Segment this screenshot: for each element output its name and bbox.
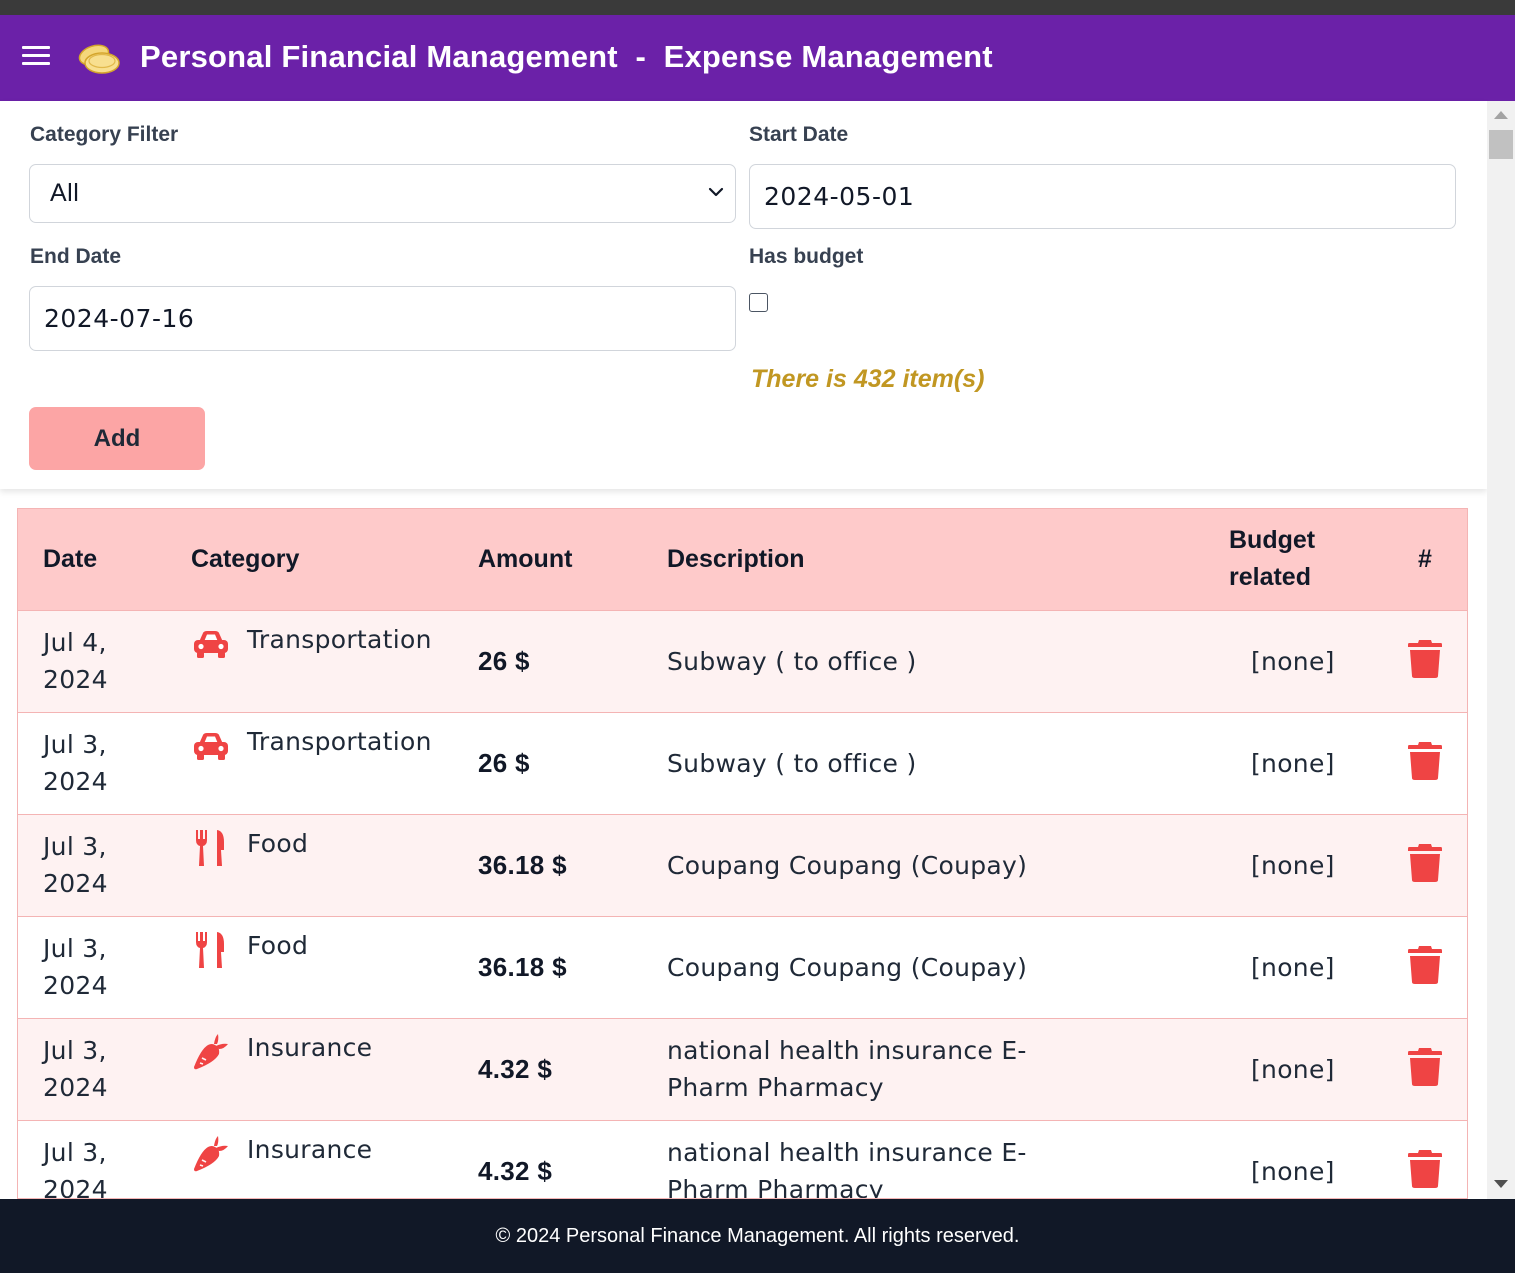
- column-header-date: Date: [43, 544, 98, 573]
- row-amount: 4.32 $: [478, 1053, 553, 1084]
- row-description: national health insurance E-Pharm Pharma…: [667, 1138, 1027, 1199]
- category-filter-select[interactable]: All: [29, 164, 736, 223]
- row-budget-related: [none]: [1251, 646, 1335, 676]
- row-budget-related: [none]: [1251, 952, 1335, 982]
- add-button[interactable]: Add: [29, 407, 205, 470]
- row-amount: 4.32 $: [478, 1155, 553, 1186]
- footer: © 2024 Personal Finance Management. All …: [0, 1199, 1515, 1273]
- has-budget-checkbox[interactable]: [749, 293, 768, 312]
- end-date-label: End Date: [30, 245, 122, 268]
- end-date-input[interactable]: 2024-07-16: [29, 286, 736, 351]
- end-date-value: 2024-07-16: [44, 304, 195, 333]
- start-date-value: 2024-05-01: [764, 182, 915, 211]
- car-icon: [191, 624, 231, 664]
- utensils-icon: [191, 930, 231, 970]
- row-actions: [1383, 1120, 1467, 1198]
- row-budget-related: [none]: [1251, 1156, 1335, 1186]
- row-category-label: Food: [247, 828, 309, 858]
- coins-icon: [78, 44, 120, 74]
- table-row: Jul 3, 2024 Insurance 4.32 $ national healt…: [18, 1018, 1467, 1120]
- trash-icon[interactable]: [1408, 842, 1442, 882]
- start-date-label: Start Date: [749, 123, 849, 146]
- row-description: Subway ( to office ): [667, 646, 917, 676]
- scroll-up-arrow-icon[interactable]: [1494, 111, 1508, 119]
- table-row: Jul 4, 2024 Transportation 26 $ Subway ( to…: [18, 610, 1467, 712]
- row-description: Coupang Coupang (Coupay): [667, 850, 1028, 880]
- row-category: Food: [166, 916, 453, 1018]
- column-header-category: Category: [191, 544, 300, 573]
- row-amount: 36.18 $: [478, 849, 567, 880]
- trash-icon[interactable]: [1408, 944, 1442, 984]
- carrot-icon: [191, 1134, 231, 1174]
- row-date: Jul 4, 2024: [43, 628, 108, 694]
- row-actions: [1383, 916, 1467, 1018]
- row-description: Coupang Coupang (Coupay): [667, 952, 1028, 982]
- filter-panel: Category Filter All Start Date 2024-05-0…: [0, 101, 1487, 489]
- row-actions: [1383, 712, 1467, 814]
- row-category: Food: [166, 814, 453, 916]
- utensils-icon: [191, 828, 231, 868]
- chevron-down-icon: [708, 187, 724, 197]
- start-date-input[interactable]: 2024-05-01: [749, 164, 1456, 229]
- row-description: Subway ( to office ): [667, 748, 917, 778]
- row-category-label: Insurance: [247, 1134, 373, 1164]
- row-category-label: Insurance: [247, 1032, 373, 1062]
- footer-copyright: © 2024 Personal Finance Management. All …: [495, 1224, 1020, 1247]
- table-row: Jul 3, 2024 Food 36.18 $ Coupang Coupang (C…: [18, 916, 1467, 1018]
- column-header-action: #: [1418, 544, 1432, 573]
- table-row: Jul 3, 2024 Insurance 4.32 $ national healt…: [18, 1120, 1467, 1199]
- column-header-description: Description: [667, 544, 805, 573]
- row-amount: 26 $: [478, 645, 530, 676]
- trash-icon[interactable]: [1408, 1148, 1442, 1189]
- row-budget-related: [none]: [1251, 748, 1335, 778]
- scrollbar-thumb[interactable]: [1489, 130, 1513, 159]
- row-actions: [1383, 610, 1467, 712]
- row-category: Transportation: [166, 712, 453, 814]
- column-header-amount: Amount: [478, 544, 573, 573]
- page-scrollbar[interactable]: [1487, 101, 1515, 1199]
- table-header-row: Date Category Amount Description Budget …: [18, 509, 1467, 610]
- row-date: Jul 3, 2024: [43, 730, 108, 796]
- row-budget-related: [none]: [1251, 1054, 1335, 1084]
- row-category-label: Transportation: [247, 624, 432, 654]
- row-category: Transportation: [166, 610, 453, 712]
- table-row: Jul 3, 2024 Food 36.18 $ Coupang Coupang (C…: [18, 814, 1467, 916]
- expense-table: Date Category Amount Description Budget …: [17, 508, 1468, 1199]
- window-top-strip: [0, 0, 1515, 15]
- row-budget-related: [none]: [1251, 850, 1335, 880]
- row-date: Jul 3, 2024: [43, 832, 108, 898]
- page-title: Personal Financial Management - Expense …: [140, 39, 993, 74]
- has-budget-label: Has budget: [749, 245, 864, 268]
- column-header-budget-related: Budget related: [1229, 526, 1316, 592]
- app-header: Personal Financial Management - Expense …: [0, 15, 1515, 101]
- row-category-label: Transportation: [247, 726, 432, 756]
- row-date: Jul 3, 2024: [43, 1036, 108, 1102]
- item-count-text: There is 432 item(s): [751, 365, 985, 393]
- row-date: Jul 3, 2024: [43, 934, 108, 1000]
- row-category: Insurance: [166, 1120, 453, 1198]
- scroll-down-arrow-icon[interactable]: [1494, 1180, 1508, 1188]
- row-date: Jul 3, 2024: [43, 1138, 108, 1199]
- carrot-icon: [191, 1032, 231, 1072]
- row-amount: 36.18 $: [478, 951, 567, 982]
- row-actions: [1383, 814, 1467, 916]
- hamburger-icon[interactable]: [22, 46, 50, 66]
- car-icon: [191, 726, 231, 766]
- category-filter-label: Category Filter: [30, 123, 179, 146]
- trash-icon[interactable]: [1408, 638, 1442, 678]
- row-actions: [1383, 1018, 1467, 1120]
- row-category-label: Food: [247, 930, 309, 960]
- trash-icon[interactable]: [1408, 740, 1442, 780]
- category-filter-value: All: [50, 179, 80, 207]
- table-row: Jul 3, 2024 Transportation 26 $ Subway ( to…: [18, 712, 1467, 814]
- row-description: national health insurance E-Pharm Pharma…: [667, 1036, 1027, 1102]
- row-amount: 26 $: [478, 747, 530, 778]
- row-category: Insurance: [166, 1018, 453, 1120]
- trash-icon[interactable]: [1408, 1046, 1442, 1086]
